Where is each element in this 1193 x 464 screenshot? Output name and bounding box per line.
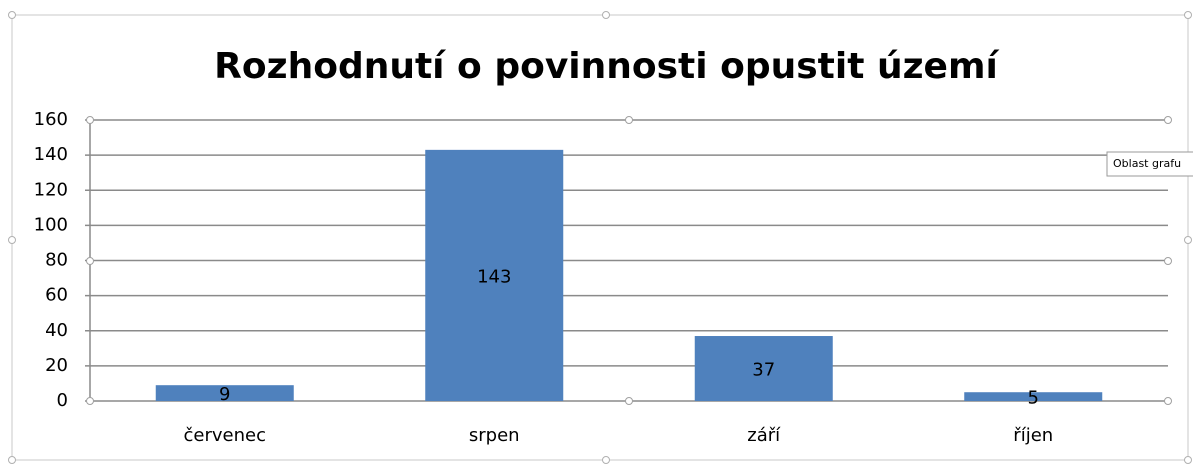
chart-handle — [8, 236, 16, 244]
y-tick-label: 0 — [57, 390, 68, 411]
tooltip: Oblast grafu — [1106, 151, 1193, 177]
plot-handle — [86, 397, 94, 405]
x-tick-label: červenec — [184, 425, 266, 446]
bar — [155, 385, 294, 401]
y-tick-label: 60 — [45, 285, 68, 306]
y-tick-label: 120 — [34, 179, 68, 200]
y-tick-label: 140 — [34, 144, 68, 165]
x-tick-label: září — [747, 425, 781, 446]
y-tick-label: 80 — [45, 250, 68, 271]
tooltip-text: Oblast grafu — [1113, 157, 1181, 170]
chart-handle — [1184, 236, 1192, 244]
x-tick-label: srpen — [469, 425, 520, 446]
y-tick-label: 160 — [34, 109, 68, 130]
tooltip-box — [1106, 151, 1193, 177]
plot-handle — [1164, 397, 1172, 405]
plot-handle — [86, 116, 94, 124]
data-label: 143 — [477, 266, 511, 287]
data-label: 5 — [1028, 388, 1039, 409]
plot-handle — [625, 397, 633, 405]
plot-handle — [1164, 257, 1172, 265]
chart-handle — [1184, 456, 1192, 464]
bar — [964, 392, 1103, 401]
data-label: 37 — [752, 360, 775, 381]
y-tick-label: 100 — [34, 214, 68, 235]
y-tick-label: 20 — [45, 355, 68, 376]
chart-handle — [8, 11, 16, 19]
chart-title: Rozhodnutí o povinnosti opustit území — [214, 46, 999, 87]
chart-handle — [1184, 11, 1192, 19]
plot-handle — [625, 116, 633, 124]
bar — [694, 336, 833, 401]
data-label: 9 — [219, 384, 230, 405]
y-tick-label: 40 — [45, 320, 68, 341]
plot-handle — [1164, 116, 1172, 124]
plot-handle — [86, 257, 94, 265]
x-tick-label: říjen — [1013, 425, 1053, 446]
chart-handle — [602, 11, 610, 19]
bar — [425, 149, 564, 401]
chart-handle — [602, 456, 610, 464]
chart-handle — [8, 456, 16, 464]
